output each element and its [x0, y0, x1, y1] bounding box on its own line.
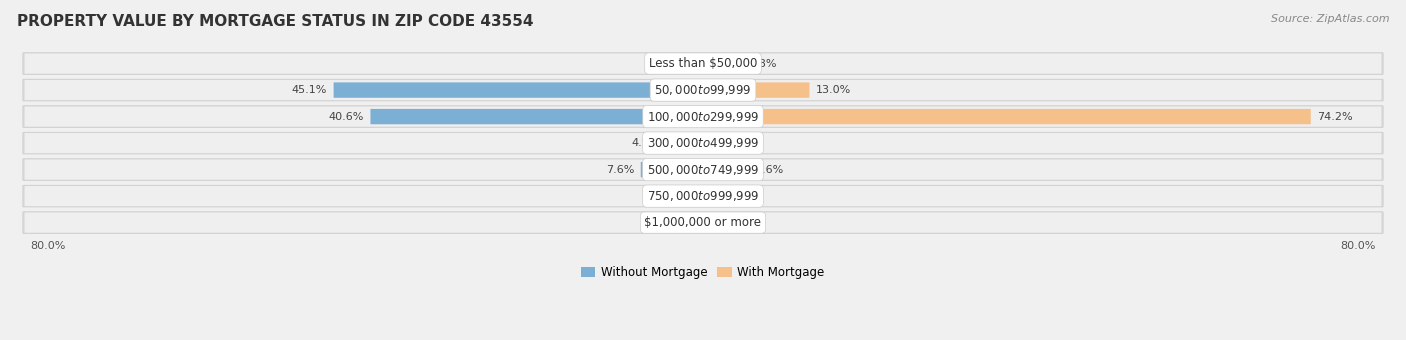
FancyBboxPatch shape	[22, 53, 1384, 74]
Text: 74.2%: 74.2%	[1317, 112, 1353, 122]
Text: $1,000,000 or more: $1,000,000 or more	[644, 216, 762, 229]
Text: $300,000 to $499,999: $300,000 to $499,999	[647, 136, 759, 150]
Text: 0.0%: 0.0%	[713, 218, 741, 227]
Text: 4.5%: 4.5%	[631, 138, 659, 148]
FancyBboxPatch shape	[666, 135, 703, 151]
Text: PROPERTY VALUE BY MORTGAGE STATUS IN ZIP CODE 43554: PROPERTY VALUE BY MORTGAGE STATUS IN ZIP…	[17, 14, 533, 29]
FancyBboxPatch shape	[22, 79, 1384, 101]
FancyBboxPatch shape	[22, 159, 1384, 181]
Text: 45.1%: 45.1%	[291, 85, 328, 95]
FancyBboxPatch shape	[24, 106, 1382, 127]
FancyBboxPatch shape	[22, 106, 1384, 128]
FancyBboxPatch shape	[703, 135, 723, 151]
Text: 2.2%: 2.2%	[650, 58, 679, 69]
Text: Source: ZipAtlas.com: Source: ZipAtlas.com	[1271, 14, 1389, 23]
Text: Less than $50,000: Less than $50,000	[648, 57, 758, 70]
Text: 7.6%: 7.6%	[606, 165, 634, 175]
Text: 0.0%: 0.0%	[665, 218, 693, 227]
FancyBboxPatch shape	[24, 53, 1382, 74]
FancyBboxPatch shape	[24, 159, 1382, 180]
FancyBboxPatch shape	[641, 162, 703, 177]
Text: 13.0%: 13.0%	[815, 85, 851, 95]
FancyBboxPatch shape	[22, 185, 1384, 207]
Text: 0.0%: 0.0%	[713, 191, 741, 201]
FancyBboxPatch shape	[333, 82, 703, 98]
Text: 40.6%: 40.6%	[329, 112, 364, 122]
FancyBboxPatch shape	[24, 186, 1382, 206]
Text: $100,000 to $299,999: $100,000 to $299,999	[647, 109, 759, 124]
Legend: Without Mortgage, With Mortgage: Without Mortgage, With Mortgage	[576, 261, 830, 284]
FancyBboxPatch shape	[24, 80, 1382, 100]
FancyBboxPatch shape	[703, 82, 810, 98]
FancyBboxPatch shape	[24, 133, 1382, 153]
Text: 2.4%: 2.4%	[730, 138, 758, 148]
FancyBboxPatch shape	[370, 109, 703, 124]
Text: 0.0%: 0.0%	[665, 191, 693, 201]
FancyBboxPatch shape	[22, 132, 1384, 154]
Text: $500,000 to $749,999: $500,000 to $749,999	[647, 163, 759, 176]
Text: 5.6%: 5.6%	[755, 165, 783, 175]
FancyBboxPatch shape	[703, 162, 749, 177]
Text: 4.8%: 4.8%	[749, 58, 778, 69]
FancyBboxPatch shape	[703, 109, 1310, 124]
FancyBboxPatch shape	[22, 212, 1384, 234]
FancyBboxPatch shape	[24, 212, 1382, 233]
FancyBboxPatch shape	[685, 56, 703, 71]
Text: $750,000 to $999,999: $750,000 to $999,999	[647, 189, 759, 203]
Text: $50,000 to $99,999: $50,000 to $99,999	[654, 83, 752, 97]
FancyBboxPatch shape	[703, 56, 742, 71]
